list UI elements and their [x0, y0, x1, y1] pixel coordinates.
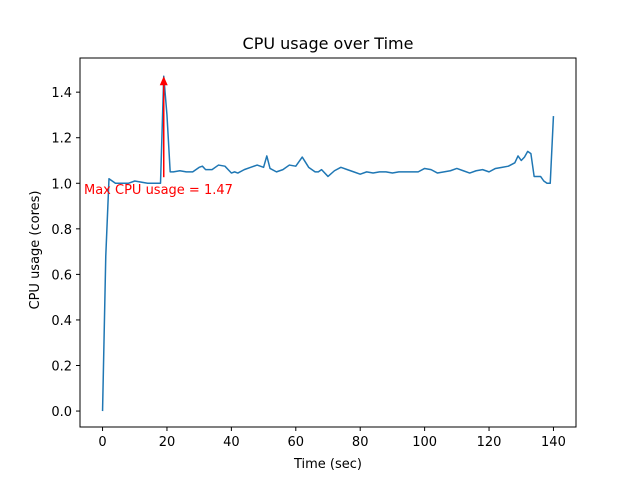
y-tick-label: 0.4: [51, 314, 72, 329]
annotation-arrow-head: [159, 76, 168, 86]
axes-frame: [79, 57, 577, 428]
x-tick-label: 20: [159, 435, 176, 450]
y-tick-label: 1.4: [51, 86, 72, 101]
x-tick-label: 80: [352, 435, 369, 450]
x-tick-label: 60: [288, 435, 305, 450]
y-tick-label: 0.8: [51, 223, 72, 238]
y-tick-label: 0.2: [51, 360, 72, 375]
axes: 0 20 40 60 80 100 120 140 0.0 0.2 0.4 0.6 0.8 1.0 1.2 1…: [51, 57, 577, 450]
x-axis-label: Time (sec): [293, 457, 362, 472]
x-tick-label: 140: [541, 435, 566, 450]
plot-area: Max CPU usage = 1.47: [84, 75, 555, 412]
x-tick-label: 120: [477, 435, 502, 450]
x-tick-label: 100: [412, 435, 437, 450]
x-tick-label: 0: [98, 435, 106, 450]
chart-title: CPU usage over Time: [243, 34, 414, 53]
y-axis-label: CPU usage (cores): [28, 191, 43, 310]
y-tick-label: 1.2: [51, 132, 72, 147]
y-tick-label: 0.6: [51, 268, 72, 283]
y-tick-label: 1.0: [51, 177, 72, 192]
series-line-0: [101, 75, 555, 412]
annotation-label: Max CPU usage = 1.47: [84, 183, 233, 198]
y-tick-label: 0.0: [51, 405, 72, 420]
x-tick-label: 40: [223, 435, 240, 450]
